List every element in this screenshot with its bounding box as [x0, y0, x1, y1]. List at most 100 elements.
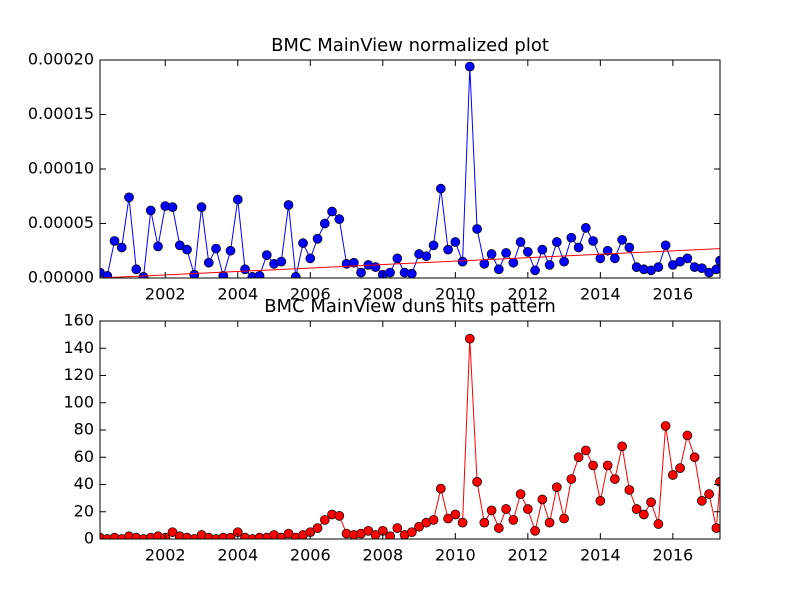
data-point: [443, 244, 453, 255]
data-point: [668, 470, 678, 480]
data-point: [109, 236, 120, 246]
data-point: [588, 460, 598, 471]
data-point: [435, 483, 446, 494]
data-point: [715, 255, 720, 266]
data-point: [421, 251, 432, 262]
data-point: [196, 202, 207, 212]
data-point: [486, 249, 497, 259]
data-point: [464, 333, 475, 344]
data-point: [617, 441, 627, 452]
data-point: [515, 489, 526, 499]
data-point: [240, 264, 250, 275]
y-tick-label: 0.00010: [28, 159, 94, 178]
data-point: [102, 534, 113, 539]
chart-title: BMC MainView normalized plot: [271, 35, 549, 56]
data-point: [145, 205, 156, 216]
y-tick-label: 60: [74, 447, 94, 466]
chart-title: BMC MainView duns hits pattern: [264, 296, 556, 317]
x-tick-label: 2006: [290, 285, 331, 304]
data-point: [428, 515, 439, 525]
data-point: [290, 272, 301, 278]
data-point: [602, 460, 613, 471]
data-point: [479, 517, 490, 528]
data-point: [486, 505, 497, 516]
data-point: [174, 240, 185, 251]
data-point: [602, 245, 613, 256]
data-point: [189, 534, 200, 539]
data-point: [653, 519, 664, 529]
x-tick-label: 2004: [217, 285, 258, 304]
data-point: [305, 253, 316, 264]
y-tick-label: 120: [63, 365, 94, 384]
y-tick-label: 0: [84, 529, 94, 548]
data-point: [435, 183, 446, 194]
data-point: [530, 525, 540, 536]
x-tick-label: 2010: [435, 546, 476, 565]
y-tick-label: 0.00015: [28, 104, 94, 123]
data-point: [247, 534, 258, 539]
data-point: [153, 241, 163, 252]
data-point: [102, 270, 113, 278]
data-point: [428, 240, 439, 251]
data-point: [406, 527, 417, 538]
data-point: [116, 534, 127, 539]
data-point: [689, 452, 700, 463]
data-point: [493, 523, 504, 533]
data-point: [573, 452, 584, 463]
data-point: [501, 248, 511, 258]
data-point: [450, 509, 461, 520]
data-point: [472, 224, 482, 234]
data-point: [334, 510, 345, 521]
data-point: [414, 521, 424, 532]
data-point: [464, 61, 475, 72]
data-point: [675, 463, 685, 473]
data-point: [697, 263, 707, 274]
y-tick-label: 100: [63, 392, 94, 411]
data-point: [551, 482, 562, 493]
data-point: [182, 244, 192, 255]
data-point: [276, 256, 287, 267]
data-point: [624, 242, 635, 253]
data-point: [580, 223, 591, 233]
data-point: [711, 264, 720, 275]
data-point: [131, 264, 142, 275]
data-point: [319, 515, 330, 525]
data-point: [312, 233, 323, 244]
x-tick-label: 2002: [145, 285, 186, 304]
data-point: [704, 489, 714, 499]
data-point: [211, 534, 221, 539]
data-point: [232, 194, 243, 205]
data-point: [515, 237, 526, 247]
data-point: [385, 267, 395, 278]
data-point: [610, 474, 620, 484]
data-point: [595, 496, 606, 506]
data-point: [334, 214, 345, 224]
data-point: [617, 235, 627, 245]
data-point: [392, 253, 403, 264]
data-point: [298, 238, 308, 248]
x-tick-label: 2014: [580, 546, 621, 565]
data-point: [443, 513, 453, 524]
data-point: [211, 243, 221, 254]
data-point: [697, 496, 707, 506]
data-point: [457, 517, 468, 528]
axes-frame: [99, 320, 721, 540]
data-point: [551, 237, 562, 247]
data-line: [100, 248, 720, 278]
y-tick-label: 0.00005: [28, 213, 94, 232]
data-point: [544, 517, 555, 528]
data-point: [319, 218, 330, 229]
data-point: [225, 245, 236, 256]
data-point: [167, 527, 178, 538]
data-point: [537, 494, 548, 505]
data-point: [138, 534, 149, 539]
data-point: [261, 250, 272, 260]
data-point: [653, 262, 664, 272]
data-point: [348, 257, 359, 268]
data-point: [566, 232, 577, 243]
data-point: [595, 253, 606, 264]
x-tick-label: 2008: [362, 546, 403, 565]
data-point: [363, 525, 374, 536]
data-point: [508, 515, 519, 525]
